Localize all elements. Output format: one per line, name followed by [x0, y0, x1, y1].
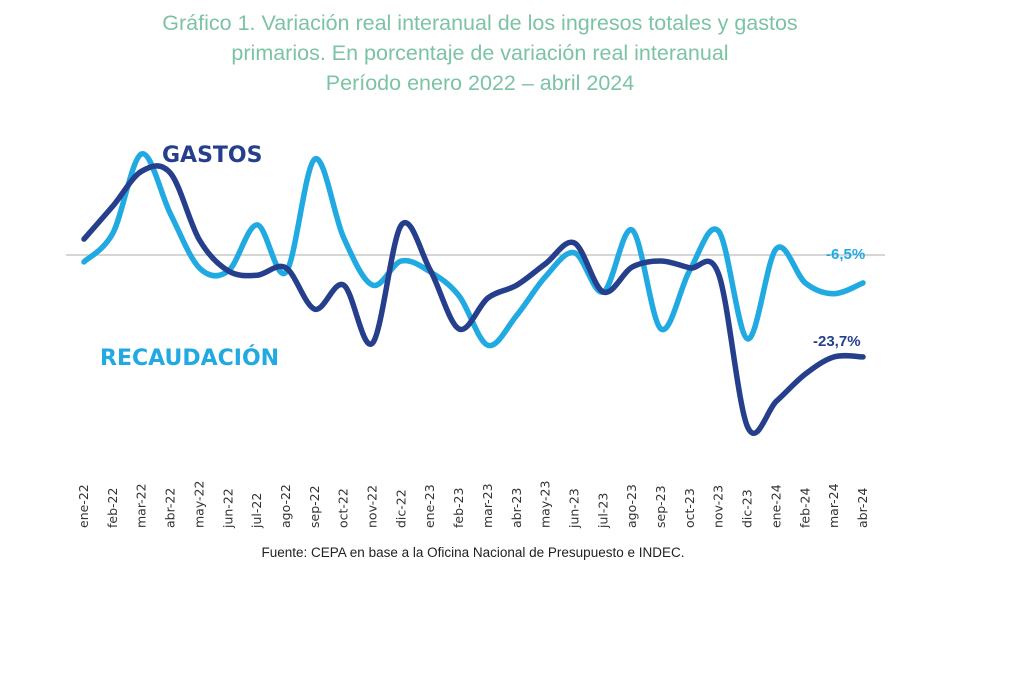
x-tick-label: ago-22 — [278, 484, 293, 528]
x-tick-label: abr-24 — [855, 488, 870, 528]
x-tick-label: jul-23 — [595, 493, 610, 529]
x-tick-label: mar-22 — [134, 483, 149, 528]
x-tick-label: nov-23 — [711, 485, 726, 528]
end-label-recaudacion: -6,5% — [826, 246, 865, 263]
title-line-3: Período enero 2022 – abril 2024 — [325, 71, 635, 95]
series-line-recaudacion — [81, 151, 866, 349]
x-tick-label: jul-22 — [249, 493, 264, 529]
x-tick-label: sep-23 — [653, 485, 668, 528]
x-tick-label: mar-24 — [826, 483, 841, 528]
series-label-recaudacion: RECAUDACIÓN — [100, 345, 279, 371]
x-tick-label: jun-22 — [220, 488, 235, 529]
x-tick-label: may-22 — [191, 481, 206, 528]
x-tick-label: mar-23 — [480, 483, 495, 528]
source-note: Fuente: CEPA en base a la Oficina Nacion… — [261, 545, 685, 560]
x-tick-label: jun-23 — [566, 488, 581, 529]
chart-title: Gráfico 1. Variación real interanual de … — [0, 8, 960, 98]
x-tick-label: feb-24 — [797, 488, 812, 528]
x-tick-label: oct-22 — [336, 488, 351, 528]
x-tick-label: abr-23 — [509, 488, 524, 528]
x-tick-label: dic-23 — [740, 489, 755, 528]
x-tick-label: abr-22 — [163, 488, 178, 528]
x-tick-label: dic-22 — [393, 489, 408, 528]
series-line-gastos — [81, 163, 866, 437]
x-tick-label: feb-22 — [105, 488, 120, 528]
series-label-gastos: GASTOS — [162, 143, 262, 168]
title-line-2: primarios. En porcentaje de variación re… — [231, 41, 729, 65]
x-tick-label: ago-23 — [624, 484, 639, 528]
x-tick-label: ene-24 — [768, 484, 783, 528]
end-label-gastos: -23,7% — [813, 333, 861, 350]
x-tick-label: feb-23 — [451, 488, 466, 528]
x-tick-label: oct-23 — [682, 488, 697, 528]
x-tick-label: sep-22 — [307, 485, 322, 528]
x-tick-label: ene-22 — [76, 484, 91, 528]
x-tick-label: ene-23 — [422, 484, 437, 528]
x-tick-label: nov-22 — [365, 485, 380, 528]
x-tick-label: may-23 — [538, 481, 553, 528]
title-line-1: Gráfico 1. Variación real interanual de … — [162, 11, 798, 35]
